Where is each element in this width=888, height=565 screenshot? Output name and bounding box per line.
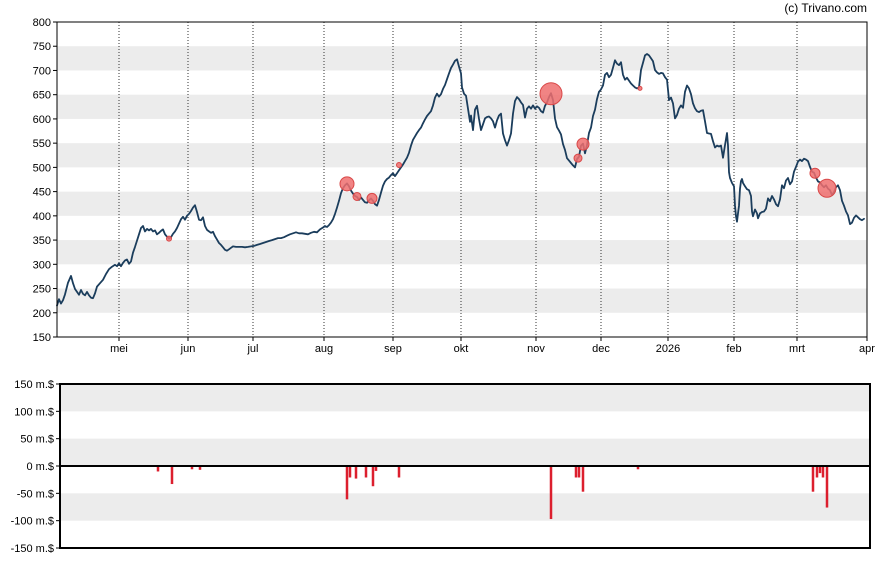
price-band: [57, 94, 867, 119]
insider-trade-bubble: [817, 178, 837, 198]
volume-bar: [371, 466, 375, 487]
price-y-label: 500: [33, 162, 51, 174]
volume-bar: [397, 466, 401, 478]
volume-y-label: -100 m.$: [11, 516, 54, 528]
price-band: [57, 288, 867, 313]
price-y-label: 800: [33, 17, 51, 29]
month-label: nov: [527, 343, 545, 355]
volume-y-label: 50 m.$: [20, 434, 54, 446]
volume-bar: [811, 466, 815, 492]
price-y-label: 250: [33, 284, 51, 296]
insider-trade-bubble: [573, 153, 583, 163]
volume-bar: [574, 466, 578, 478]
price-y-label: 650: [33, 90, 51, 102]
price-y-label: 550: [33, 138, 51, 150]
month-label: mrt: [789, 343, 805, 355]
volume-bar: [354, 466, 358, 479]
month-label: jul: [246, 343, 258, 355]
month-label: 2026: [656, 343, 680, 355]
volume-bar: [156, 466, 160, 472]
insider-trade-bubble: [539, 82, 563, 106]
volume-bar: [198, 466, 202, 470]
volume-bar: [374, 466, 378, 471]
volume-bar: [577, 466, 581, 478]
volume-bar: [581, 466, 585, 492]
price-line: [56, 53, 865, 307]
price-y-label: 450: [33, 187, 51, 199]
price-y-label: 400: [33, 211, 51, 223]
volume-bar: [818, 466, 822, 474]
month-label: okt: [454, 343, 469, 355]
month-label: aug: [315, 343, 333, 355]
volume-bar: [821, 466, 825, 478]
volume-bar: [815, 466, 819, 478]
volume-bar: [364, 466, 368, 478]
volume-plot-border: [59, 383, 871, 549]
volume-bar: [549, 466, 553, 520]
volume-bar: [345, 466, 349, 500]
month-label: sep: [384, 343, 402, 355]
month-label: mei: [110, 343, 128, 355]
price-band: [57, 143, 867, 168]
insider-trade-bubble: [637, 85, 643, 91]
insider-trade-bubble: [396, 161, 402, 168]
price-band: [57, 191, 867, 216]
price-plot-border: [56, 21, 868, 338]
price-y-label: 700: [33, 65, 51, 77]
price-y-label: 300: [33, 259, 51, 271]
volume-y-label: -50 m.$: [17, 488, 54, 500]
volume-y-label: 100 m.$: [14, 406, 54, 418]
insider-volume-chart: 150 m.$ 100 m.$ 50 m.$ 0 m.$ -50 m.$ -100 m.$…: [11, 379, 871, 555]
insider-trade-bubble: [339, 176, 355, 192]
price-band: [57, 240, 867, 265]
insider-trade-bubble: [576, 137, 590, 151]
price-y-label: 600: [33, 114, 51, 126]
volume-y-label: 150 m.$: [14, 379, 54, 391]
volume-band: [60, 384, 870, 412]
month-label: jun: [180, 343, 196, 355]
volume-bar: [825, 466, 829, 508]
volume-y-label: -150 m.$: [11, 543, 54, 555]
volume-band: [60, 438, 870, 466]
price-y-label: 750: [33, 41, 51, 53]
price-y-label: 150: [33, 332, 51, 344]
volume-y-label: 0 m.$: [26, 461, 54, 473]
insider-trade-bubble: [166, 235, 172, 242]
month-label: dec: [592, 343, 610, 355]
month-label: apr: [859, 343, 875, 355]
volume-bar: [348, 466, 352, 478]
volume-bar: [190, 466, 194, 470]
copyright-label: (c) Trivano.com: [784, 1, 867, 15]
volume-bar: [170, 466, 174, 485]
price-chart: mei jun jul aug sep okt nov dec 2026 feb mrt apr 800…: [33, 17, 876, 355]
volume-band: [60, 493, 870, 521]
volume-bar: [636, 466, 640, 470]
month-label: feb: [726, 343, 741, 355]
insider-trade-bubble: [809, 167, 821, 179]
price-y-label: 200: [33, 308, 51, 320]
insider-trade-bubble: [366, 192, 378, 204]
price-band: [57, 46, 867, 71]
price-y-label: 350: [33, 235, 51, 247]
insider-trade-bubble: [352, 191, 362, 201]
